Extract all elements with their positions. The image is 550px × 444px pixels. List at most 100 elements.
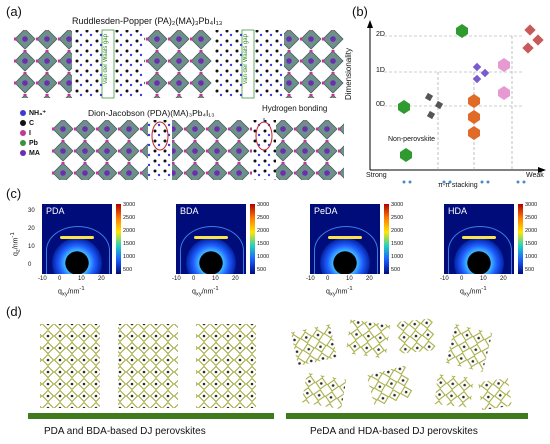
- colorbar-tick: 3000: [123, 202, 136, 208]
- x-axis-strong-label: Strong: [366, 172, 387, 179]
- i-swatch: [20, 130, 26, 136]
- giwaxs-map-peda: PeDA 3000 2500 2000 1500 1000 500 -10 0 10 20 qxy/n…: [304, 202, 410, 302]
- colorbar-tick: 500: [257, 267, 267, 273]
- giwaxs-map-bda: BDA 3000 2500 2000 1500 1000 500 -10 0 10 20 qxy/nm…: [170, 202, 276, 302]
- colorbar-tick: 1500: [525, 241, 538, 247]
- colorbar: [250, 204, 255, 274]
- caption-left: PDA and BDA-based DJ perovskites: [44, 426, 206, 437]
- legend-item-nh3: NH₃⁺: [20, 108, 46, 118]
- colorbar: [384, 204, 389, 274]
- legend-item-pb: Pb: [20, 138, 46, 148]
- x-tick: 0: [326, 276, 330, 282]
- qxy-axis-label: qxy/nm-1: [460, 286, 487, 298]
- x-tick: 20: [500, 276, 507, 282]
- scattering-image: [176, 204, 246, 274]
- colorbar: [518, 204, 523, 274]
- x-tick: -10: [306, 276, 315, 282]
- colorbar-tick: 2500: [123, 215, 136, 221]
- colorbar-tick: 500: [525, 267, 535, 273]
- giwaxs-map-pda: PDA 3000 2500 2000 1500 1000 500 30 20 10 0 qz/nm-1…: [10, 202, 142, 302]
- level-1d: 1D: [376, 67, 385, 74]
- colorbar-tick: 1500: [123, 241, 136, 247]
- colorbar-tick: 2500: [525, 215, 538, 221]
- qz-axis-label: qz/nm-1: [10, 232, 22, 256]
- legend-item-c: C: [20, 118, 46, 128]
- rp-structure: [14, 29, 344, 99]
- x-tick: -10: [38, 276, 47, 282]
- pi-stacking-label: π-π stacking: [438, 182, 478, 189]
- dimensionality-axis-label: Dimensionality: [344, 47, 353, 100]
- c-swatch: [20, 120, 26, 126]
- x-tick: 20: [232, 276, 239, 282]
- ma-swatch: [20, 150, 26, 156]
- x-tick: 10: [346, 276, 353, 282]
- substrate-left: [28, 413, 274, 419]
- level-2d: 2D: [376, 31, 385, 38]
- legend-item-i: I: [20, 128, 46, 138]
- disordered-dj-lattice: [290, 318, 512, 410]
- y-tick: 0: [28, 262, 32, 268]
- panel-d-label: (d): [6, 304, 22, 319]
- x-tick: -10: [172, 276, 181, 282]
- giwaxs-map-label: PeDA: [314, 206, 338, 216]
- panel-c-label: (c): [6, 186, 22, 201]
- colorbar-tick: 3000: [525, 202, 538, 208]
- colorbar-tick: 3000: [257, 202, 270, 208]
- panel-b-label: (b): [352, 4, 368, 19]
- colorbar-tick: 1500: [257, 241, 270, 247]
- y-tick: 20: [28, 226, 35, 232]
- hbond-label: Hydrogen bonding: [262, 104, 328, 113]
- giwaxs-map-label: PDA: [46, 206, 65, 216]
- giwaxs-map-label: BDA: [180, 206, 199, 216]
- y-tick: 10: [28, 244, 35, 250]
- qxy-axis-label: qxy/nm-1: [58, 286, 85, 298]
- dimensionality-chart: [367, 20, 546, 184]
- x-axis-weak-label: Weak: [526, 172, 544, 179]
- scattering-image: [42, 204, 112, 274]
- x-tick: 0: [58, 276, 62, 282]
- colorbar-tick: 2000: [525, 228, 538, 234]
- dj-title: Dion-Jacobson (PDA)(MA)₃Pb₄I₁₃: [88, 108, 215, 118]
- panel-a-label: (a): [6, 4, 22, 19]
- x-tick: 20: [366, 276, 373, 282]
- x-tick: 10: [78, 276, 85, 282]
- scattering-image: [310, 204, 380, 274]
- vdw-gap-label-1: Van der Waals gap: [103, 34, 109, 85]
- rp-title: Ruddlesden-Popper (PA)₂(MA)₃Pb₄I₁₃: [72, 16, 223, 26]
- colorbar-tick: 2500: [391, 215, 404, 221]
- substrate-right: [286, 413, 528, 419]
- x-tick: 10: [480, 276, 487, 282]
- colorbar-tick: 1500: [391, 241, 404, 247]
- giwaxs-maps-row: PDA 3000 2500 2000 1500 1000 500 30 20 10 0 qz/nm-1…: [0, 196, 550, 304]
- caption-right: PeDA and HDA-based DJ perovskites: [310, 426, 478, 437]
- colorbar: [116, 204, 121, 274]
- colorbar-tick: 2000: [257, 228, 270, 234]
- legend-item-ma: MA: [20, 148, 46, 158]
- colorbar-tick: 1000: [391, 254, 404, 260]
- nh3-swatch: [20, 110, 26, 116]
- x-tick: 10: [212, 276, 219, 282]
- ordered-dj-lattice: [40, 324, 256, 408]
- colorbar-tick: 1000: [257, 254, 270, 260]
- level-0d: 0D: [376, 101, 385, 108]
- x-tick: -10: [440, 276, 449, 282]
- atom-legend: NH₃⁺ C I Pb MA: [20, 108, 46, 158]
- colorbar-tick: 1000: [525, 254, 538, 260]
- colorbar-tick: 2000: [123, 228, 136, 234]
- colorbar-tick: 1000: [123, 254, 136, 260]
- scattering-image: [444, 204, 514, 274]
- giwaxs-map-label: HDA: [448, 206, 468, 216]
- pb-swatch: [20, 140, 26, 146]
- qxy-axis-label: qxy/nm-1: [192, 286, 219, 298]
- colorbar-tick: 2500: [257, 215, 270, 221]
- x-tick: 20: [98, 276, 105, 282]
- giwaxs-map-hda: HDA 3000 2500 2000 1500 1000 500 -10 0 10 20 qxy/nm…: [438, 202, 544, 302]
- colorbar-tick: 500: [123, 267, 133, 273]
- dj-structure: [52, 118, 344, 180]
- x-tick: 0: [460, 276, 464, 282]
- qxy-axis-label: qxy/nm-1: [326, 286, 353, 298]
- colorbar-tick: 3000: [391, 202, 404, 208]
- x-tick: 0: [192, 276, 196, 282]
- colorbar-tick: 2000: [391, 228, 404, 234]
- colorbar-tick: 500: [391, 267, 401, 273]
